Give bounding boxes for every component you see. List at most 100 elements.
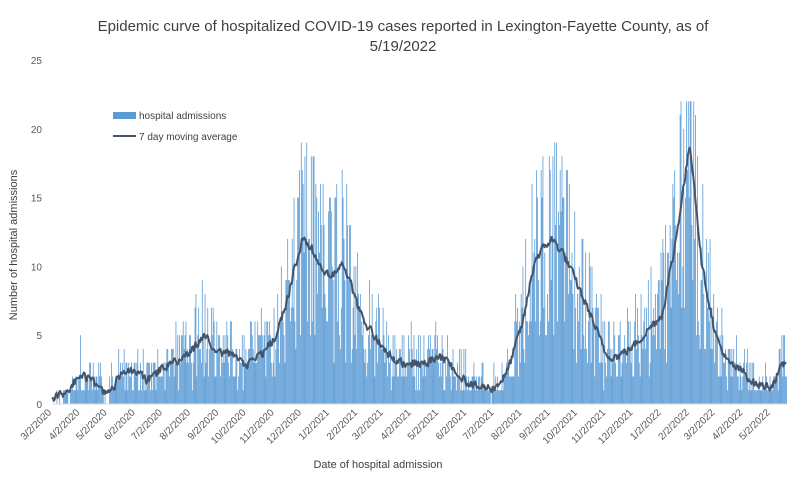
bar-day — [675, 225, 676, 404]
bar-day — [478, 376, 479, 404]
bar-day — [205, 362, 207, 404]
bar-day — [171, 348, 172, 404]
bar-day — [298, 197, 299, 404]
bar-day — [364, 362, 366, 404]
bar-day — [202, 335, 204, 404]
bar-day — [91, 390, 93, 404]
bar-day — [610, 376, 612, 404]
bar-day — [290, 321, 291, 404]
bar-day — [683, 128, 685, 405]
bar-day — [299, 170, 300, 404]
bar-day — [233, 376, 235, 404]
bar-day — [483, 390, 485, 404]
bar-day — [343, 238, 345, 404]
bar-day — [444, 390, 446, 404]
bar-day — [511, 376, 513, 404]
x-tick-label: 5/2/2022 — [737, 407, 773, 443]
bar-day — [500, 390, 502, 404]
bar-day — [689, 101, 691, 404]
bar-day — [196, 376, 198, 404]
bar-day — [338, 266, 339, 404]
bar-day — [347, 225, 349, 404]
bar-day — [724, 362, 726, 404]
bar-day — [326, 321, 328, 404]
bar-day — [761, 390, 763, 404]
bar-day — [508, 376, 510, 404]
y-tick-label: 0 — [36, 400, 42, 411]
bar-day — [640, 293, 642, 404]
bar-day — [558, 225, 560, 404]
bar-day — [336, 183, 338, 404]
bar-day — [130, 376, 131, 404]
bar-day — [126, 362, 128, 404]
bar-day — [772, 390, 774, 404]
bar-day — [90, 362, 91, 404]
bar-day — [129, 376, 131, 404]
bar-day — [317, 293, 319, 404]
bar-day — [716, 321, 717, 404]
bar-day — [492, 390, 494, 404]
bar-day — [767, 390, 769, 404]
bar-day — [535, 321, 537, 404]
bar-day — [729, 348, 731, 404]
bar-day — [590, 362, 592, 404]
bar-day — [187, 348, 189, 404]
bar-day — [341, 170, 343, 404]
y-tick-label: 20 — [31, 125, 43, 136]
bar-day — [703, 293, 705, 404]
bar-day — [340, 307, 342, 404]
bar-day — [392, 335, 394, 404]
bar-day — [266, 321, 268, 404]
bar-day — [96, 376, 98, 404]
bar-day — [561, 156, 563, 404]
bar-day — [670, 307, 672, 404]
bar-day — [245, 348, 247, 404]
bar-day — [381, 348, 383, 404]
bar-day — [263, 335, 265, 404]
bar-day — [366, 376, 368, 404]
bar-day — [219, 335, 220, 404]
bar-day — [486, 390, 488, 404]
bar-day — [641, 335, 643, 404]
bar-day — [362, 321, 364, 404]
bar-day — [735, 362, 736, 404]
bar-day — [190, 335, 191, 404]
bar-day — [780, 362, 782, 404]
bar-day — [655, 293, 656, 404]
bar-day — [246, 362, 248, 404]
bar-day — [217, 348, 219, 404]
bar-day — [442, 348, 444, 404]
bar-day — [295, 348, 297, 404]
bar-day — [731, 348, 733, 404]
bar-day — [705, 348, 706, 404]
bar-day — [485, 390, 487, 404]
bar-day — [100, 362, 101, 404]
bar-day — [181, 335, 183, 404]
bar-day — [673, 197, 675, 404]
bar-day — [240, 362, 242, 404]
legend-label-hospital-admissions: hospital admissions — [139, 111, 226, 122]
bar-day — [567, 293, 569, 404]
bar-day — [481, 362, 483, 404]
bar-day — [487, 390, 488, 404]
bar-day — [687, 101, 689, 404]
bar-day — [496, 390, 498, 404]
bar-day — [177, 335, 179, 404]
bar-day — [386, 321, 388, 404]
bar-day — [242, 390, 244, 404]
bar-day — [594, 376, 596, 404]
bar-day — [653, 307, 655, 404]
bar-day — [303, 252, 305, 404]
bar-day — [222, 335, 224, 404]
bar-day — [555, 225, 557, 404]
bar-day — [546, 335, 547, 404]
bar-day — [165, 362, 167, 404]
bar-day — [684, 307, 686, 404]
bar-day — [766, 390, 768, 404]
bar-day — [551, 238, 553, 404]
bar-day — [140, 362, 141, 404]
bar-day — [478, 376, 480, 404]
bar-day — [577, 321, 579, 404]
bar-day — [199, 348, 200, 404]
bar-day — [402, 376, 404, 404]
